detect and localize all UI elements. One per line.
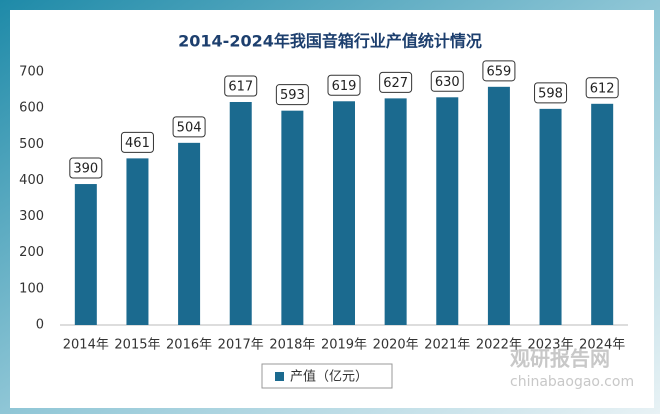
y-tick-label: 100: [19, 281, 44, 296]
data-label-box: [120, 131, 154, 153]
data-label: 390: [73, 162, 98, 177]
data-label-box: [585, 77, 619, 99]
x-tick-label: 2023年: [527, 338, 573, 353]
x-tick-label: 2019年: [321, 338, 367, 353]
y-tick-label: 500: [19, 137, 44, 152]
data-label: 617: [228, 79, 253, 94]
x-tick-label: 2022年: [476, 338, 522, 353]
y-tick-label: 0: [36, 318, 44, 333]
data-label-box: [379, 71, 413, 93]
data-label: 598: [538, 86, 563, 101]
data-label-box: [172, 116, 206, 138]
data-label: 612: [590, 81, 615, 96]
data-label-box: [275, 84, 309, 106]
data-label: 659: [486, 64, 511, 79]
data-label: 593: [280, 88, 305, 103]
y-tick-label: 700: [19, 65, 44, 80]
watermark-name: 观研报告网: [510, 347, 610, 371]
x-tick-label: 2014年: [63, 338, 109, 353]
x-tick-label: 2015年: [114, 338, 160, 353]
y-tick-label: 300: [19, 209, 44, 224]
x-tick-label: 2020年: [373, 338, 419, 353]
x-tick-label: 2016年: [166, 338, 212, 353]
data-label: 630: [435, 75, 460, 90]
y-tick-label: 600: [19, 101, 44, 116]
bar: [384, 98, 407, 326]
x-tick-label: 2017年: [218, 338, 264, 353]
bar: [229, 101, 252, 326]
legend-label: 产值（亿元）: [290, 369, 368, 385]
bar: [436, 97, 459, 325]
chart-title: 2014-2024年我国音箱行业产值统计情况: [178, 32, 482, 51]
watermark-site: chinabaogao.com: [510, 374, 634, 390]
legend-swatch: [275, 372, 284, 381]
data-label-box: [327, 74, 361, 96]
data-label: 619: [332, 79, 357, 94]
bar: [539, 108, 562, 325]
data-label-box: [534, 82, 568, 104]
bar: [281, 110, 304, 326]
bar: [591, 103, 614, 325]
bar: [126, 158, 149, 325]
data-label: 627: [383, 76, 408, 91]
legend-box: [261, 363, 393, 389]
y-tick-label: 200: [19, 245, 44, 260]
bar: [333, 101, 355, 325]
x-tick-label: 2021年: [424, 338, 470, 353]
x-tick-label: 2018年: [269, 338, 315, 353]
data-label: 504: [177, 120, 202, 135]
bar: [74, 184, 97, 325]
data-label-box: [224, 75, 258, 97]
data-label-box: [69, 157, 103, 179]
bar: [487, 86, 510, 325]
x-tick-label: 2024年: [579, 338, 625, 353]
data-label-box: [482, 60, 516, 82]
data-label-box: [430, 70, 464, 92]
y-tick-label: 400: [19, 173, 44, 188]
data-label: 461: [125, 136, 150, 151]
bar: [178, 142, 201, 325]
